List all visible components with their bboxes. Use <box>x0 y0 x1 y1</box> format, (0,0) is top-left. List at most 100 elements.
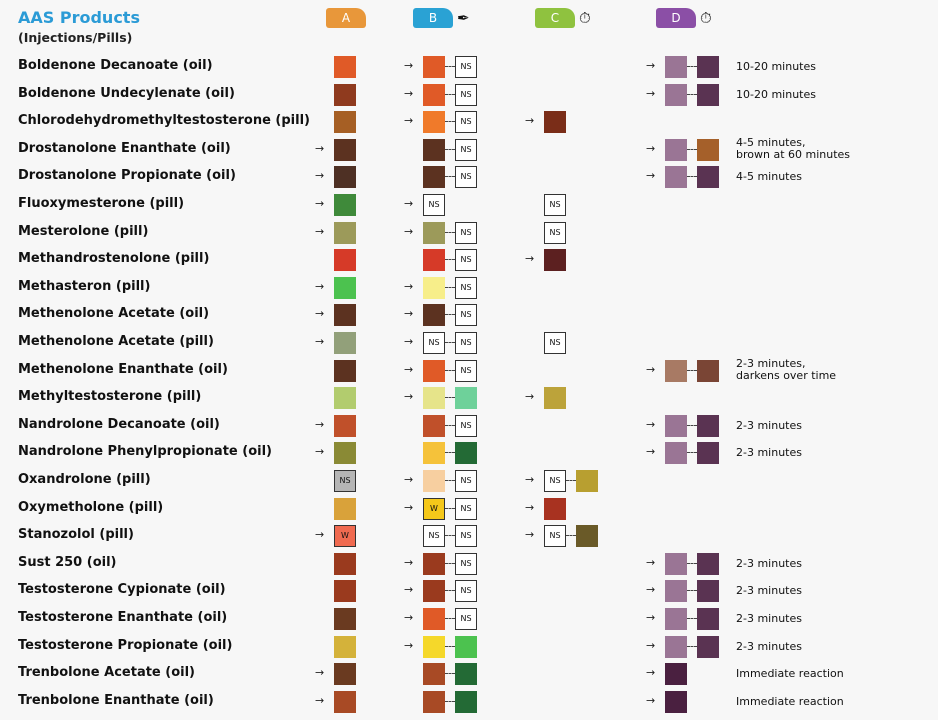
connector-line <box>445 590 455 592</box>
connector-line <box>445 507 455 509</box>
color-swatch-b: NS <box>455 221 477 244</box>
color-swatch-d <box>697 359 719 382</box>
color-swatch-b <box>423 608 445 630</box>
table-row: Testosterone Cypionate (oil) → NS → 2-3 minu… <box>0 577 938 605</box>
connector-line <box>445 452 455 454</box>
color-swatch-b: NS <box>455 83 477 106</box>
color-swatch-d <box>697 442 719 465</box>
connector-line <box>445 397 455 399</box>
connector-line <box>687 590 697 592</box>
color-swatch-a <box>334 608 356 630</box>
product-name: Trenbolone Acetate (oil) <box>18 665 195 681</box>
color-swatch-d <box>665 359 687 382</box>
color-swatch-d <box>697 83 719 106</box>
color-swatch-a <box>334 111 356 134</box>
connector-line <box>445 618 455 619</box>
color-swatch-a <box>334 414 356 437</box>
product-name: Sust 250 (oil) <box>18 554 117 570</box>
reaction-note: 4-5 minutes <box>736 170 802 184</box>
table-row: Oxymetholone (pill) → W NS → <box>0 495 938 523</box>
product-name: Methasteron (pill) <box>18 278 151 294</box>
stopwatch-icon: ⏱ <box>700 9 712 27</box>
reaction-note: 2-3 minutes <box>736 612 802 625</box>
color-swatch-a: NS <box>334 470 356 492</box>
reaction-arrow-icon: → <box>315 141 325 155</box>
connector-line <box>566 480 576 481</box>
color-swatch-b: NS <box>455 249 477 272</box>
color-swatch-b: NS <box>455 138 477 161</box>
reaction-arrow-icon: → <box>525 114 535 128</box>
color-swatch-b <box>423 663 445 686</box>
reaction-note: 4-5 minutes, brown at 60 minutes <box>736 135 851 161</box>
table-row: Testosterone Propionate (oil) → → 2-3 minut… <box>0 633 938 661</box>
product-name: Methyltestosterone (pill) <box>18 389 202 405</box>
reaction-arrow-icon: → <box>525 252 535 266</box>
color-swatch-d <box>697 138 719 161</box>
color-swatch-d <box>665 608 687 630</box>
color-swatch-a <box>334 221 356 244</box>
table-row: Oxandrolone (pill) NS → NS → NS <box>0 467 938 495</box>
connector-line <box>445 369 455 371</box>
reaction-arrow-icon: → <box>525 390 535 404</box>
connector-line <box>687 148 697 150</box>
color-swatch-d <box>697 608 719 630</box>
reaction-note: 2-3 minutes, darkens over time <box>736 356 837 382</box>
reaction-arrow-icon: → <box>404 86 414 100</box>
color-swatch-b <box>455 442 477 465</box>
color-swatch-d <box>697 166 719 189</box>
reaction-note: 10-20 minutes <box>736 87 816 101</box>
color-swatch-d <box>697 414 719 437</box>
color-swatch-a <box>334 304 356 327</box>
color-swatch-b <box>423 442 445 465</box>
color-swatch-a <box>334 635 356 658</box>
product-name: Methenolone Acetate (pill) <box>18 334 214 349</box>
color-swatch-b <box>455 387 477 410</box>
reaction-arrow-icon: → <box>525 500 535 514</box>
reaction-arrow-icon: → <box>646 59 656 72</box>
color-swatch-a <box>334 194 356 216</box>
table-row: Chlorodehydromethyltestosterone (pill) → N… <box>0 108 938 136</box>
reaction-note: 2-3 minutes <box>736 556 802 570</box>
color-swatch-b <box>423 111 445 134</box>
reaction-arrow-icon: → <box>404 583 414 597</box>
table-row: Methenolone Enanthate (oil) → NS → 2-3 minut… <box>0 357 938 385</box>
color-swatch-d <box>665 663 687 686</box>
reaction-arrow-icon: → <box>646 86 656 100</box>
color-swatch-d <box>665 166 687 189</box>
reaction-note: 10-20 minutes <box>736 60 816 73</box>
reaction-arrow-icon: → <box>404 224 414 238</box>
product-name: Methandrostenolone (pill) <box>18 251 210 267</box>
table-row: Methenolone Acetate (pill) → → NS NS NS <box>0 329 938 357</box>
table-row: Boldenone Decanoate (oil) → NS → 10-20 minut… <box>0 53 938 81</box>
connector-line <box>687 452 697 454</box>
dropper-icon: ✒ <box>457 9 470 27</box>
reaction-arrow-icon: → <box>646 583 656 597</box>
color-swatch-a <box>334 552 356 575</box>
color-swatch-b: NS <box>455 580 477 603</box>
connector-line <box>445 93 455 95</box>
reaction-arrow-icon: → <box>315 307 325 321</box>
color-swatch-b <box>423 552 445 575</box>
color-swatch-a <box>334 663 356 686</box>
reaction-arrow-icon: → <box>404 335 414 348</box>
color-swatch-b <box>423 690 445 713</box>
color-swatch-b: NS <box>455 608 477 630</box>
reaction-arrow-icon: → <box>315 335 325 348</box>
stopwatch-icon: ⏱ <box>579 9 591 27</box>
color-swatch-b: NS <box>455 304 477 327</box>
color-swatch-c <box>544 111 566 134</box>
connector-line <box>687 645 697 647</box>
color-swatch-b <box>455 635 477 658</box>
reaction-arrow-icon: → <box>404 500 414 514</box>
product-name: Fluoxymesterone (pill) <box>18 196 185 211</box>
table-row: Trenbolone Acetate (oil) → → Immediate reac… <box>0 660 938 688</box>
product-name: Nandrolone Decanoate (oil) <box>18 416 220 432</box>
color-swatch-b: NS <box>455 470 477 492</box>
color-swatch-d <box>665 56 687 78</box>
reaction-arrow-icon: → <box>646 445 656 459</box>
connector-line <box>445 148 455 150</box>
color-swatch-b <box>423 166 445 189</box>
connector-line <box>445 424 455 426</box>
color-swatch-b: W <box>423 497 445 520</box>
